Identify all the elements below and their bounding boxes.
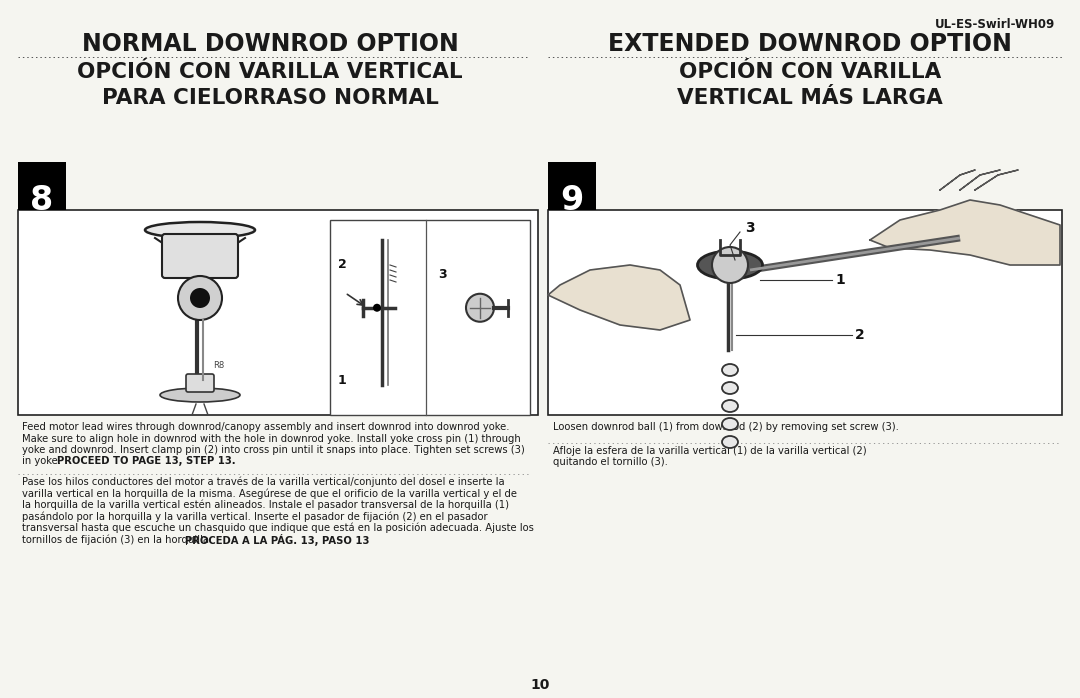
Text: transversal hasta que escuche un chasquido que indique que está en la posición a: transversal hasta que escuche un chasqui… bbox=[22, 523, 534, 533]
Text: pasándolo por la horquilla y la varilla vertical. Inserte el pasador de fijación: pasándolo por la horquilla y la varilla … bbox=[22, 511, 488, 521]
Text: varilla vertical en la horquilla de la misma. Asegúrese de que el orificio de la: varilla vertical en la horquilla de la m… bbox=[22, 488, 517, 499]
Text: PROCEED TO PAGE 13, STEP 13.: PROCEED TO PAGE 13, STEP 13. bbox=[56, 456, 235, 466]
Text: OPCIÓN CON VARILLA VERTICAL: OPCIÓN CON VARILLA VERTICAL bbox=[77, 62, 463, 82]
Text: 9: 9 bbox=[561, 184, 583, 217]
Text: 2: 2 bbox=[338, 258, 347, 272]
Polygon shape bbox=[960, 170, 1000, 190]
Bar bbox=[330, 220, 530, 415]
Polygon shape bbox=[548, 265, 690, 330]
Text: PARA CIELORRASO NORMAL: PARA CIELORRASO NORMAL bbox=[102, 88, 438, 108]
Text: Loosen downrod ball (1) from downrod (2) by removing set screw (3).: Loosen downrod ball (1) from downrod (2)… bbox=[553, 422, 899, 432]
Text: in yoke.: in yoke. bbox=[22, 456, 64, 466]
Text: EXTENDED DOWNROD OPTION: EXTENDED DOWNROD OPTION bbox=[608, 32, 1012, 56]
Text: OPCIÓN CON VARILLA: OPCIÓN CON VARILLA bbox=[679, 62, 941, 82]
Bar bbox=[548, 162, 596, 210]
Text: Make sure to align hole in downrod with the hole in downrod yoke. Install yoke c: Make sure to align hole in downrod with … bbox=[22, 433, 521, 443]
Circle shape bbox=[373, 304, 381, 312]
Circle shape bbox=[712, 247, 748, 283]
Ellipse shape bbox=[723, 436, 738, 448]
Bar bbox=[18, 162, 66, 210]
Text: tornillos de fijación (3) en la horquilla.: tornillos de fijación (3) en la horquill… bbox=[22, 534, 215, 544]
Text: PROCEDA A LA PÁG. 13, PASO 13: PROCEDA A LA PÁG. 13, PASO 13 bbox=[185, 534, 369, 547]
Bar bbox=[548, 210, 1062, 415]
Text: Feed motor lead wires through downrod/canopy assembly and insert downrod into do: Feed motor lead wires through downrod/ca… bbox=[22, 422, 510, 432]
Polygon shape bbox=[975, 170, 1018, 190]
Circle shape bbox=[465, 294, 494, 322]
Text: UL-ES-Swirl-WH09: UL-ES-Swirl-WH09 bbox=[935, 18, 1055, 31]
Text: R8: R8 bbox=[213, 360, 225, 369]
Text: yoke and downrod. Insert clamp pin (2) into cross pin until it snaps into place.: yoke and downrod. Insert clamp pin (2) i… bbox=[22, 445, 525, 455]
Polygon shape bbox=[940, 170, 975, 190]
Text: Pase los hilos conductores del motor a través de la varilla vertical/conjunto de: Pase los hilos conductores del motor a t… bbox=[22, 477, 504, 487]
Ellipse shape bbox=[723, 382, 738, 394]
Text: quitando el tornillo (3).: quitando el tornillo (3). bbox=[553, 457, 667, 467]
Ellipse shape bbox=[723, 418, 738, 430]
Circle shape bbox=[190, 288, 210, 308]
Circle shape bbox=[178, 276, 222, 320]
Text: 3: 3 bbox=[745, 221, 755, 235]
Ellipse shape bbox=[723, 400, 738, 412]
Text: NORMAL DOWNROD OPTION: NORMAL DOWNROD OPTION bbox=[82, 32, 458, 56]
Text: 1: 1 bbox=[835, 273, 845, 287]
Text: 3: 3 bbox=[438, 269, 447, 281]
Ellipse shape bbox=[723, 364, 738, 376]
Text: Afloje la esfera de la varilla vertical (1) de la varilla vertical (2): Afloje la esfera de la varilla vertical … bbox=[553, 446, 866, 456]
Ellipse shape bbox=[698, 251, 762, 279]
Ellipse shape bbox=[160, 388, 240, 402]
Text: la horquilla de la varilla vertical estén alineados. Instale el pasador transver: la horquilla de la varilla vertical esté… bbox=[22, 500, 509, 510]
Ellipse shape bbox=[145, 222, 255, 238]
FancyBboxPatch shape bbox=[186, 374, 214, 392]
Text: 8: 8 bbox=[30, 184, 54, 217]
FancyBboxPatch shape bbox=[162, 234, 238, 278]
Polygon shape bbox=[870, 200, 1059, 265]
Bar bbox=[18, 210, 538, 415]
Text: 1: 1 bbox=[338, 373, 347, 387]
Text: VERTICAL MÁS LARGA: VERTICAL MÁS LARGA bbox=[677, 88, 943, 108]
Text: 2: 2 bbox=[855, 328, 865, 342]
Text: 10: 10 bbox=[530, 678, 550, 692]
